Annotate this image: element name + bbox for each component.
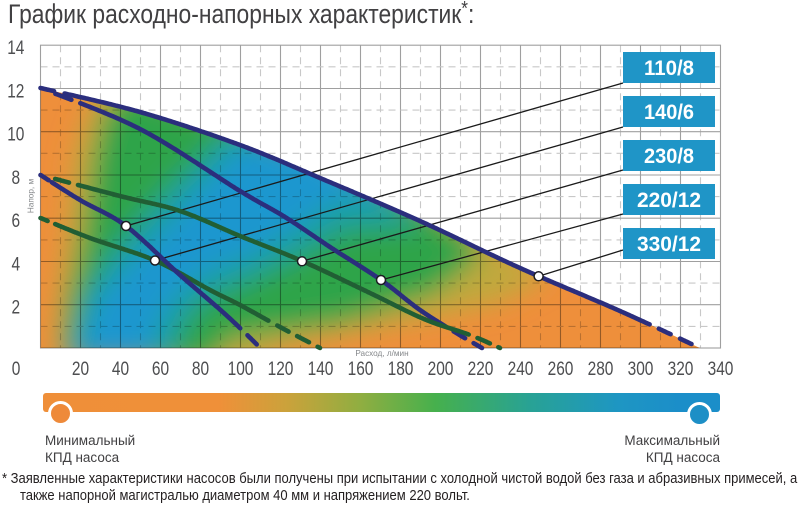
svg-text:120: 120 [268, 359, 294, 380]
svg-text:330/12: 330/12 [637, 233, 701, 256]
svg-text:100: 100 [228, 359, 254, 380]
svg-text:180: 180 [388, 359, 414, 380]
svg-text:14: 14 [7, 38, 24, 59]
svg-text:260: 260 [548, 359, 574, 380]
svg-text:280: 280 [588, 359, 614, 380]
svg-text:340: 340 [708, 359, 734, 380]
svg-text:12: 12 [7, 82, 24, 103]
svg-text:20: 20 [72, 359, 89, 380]
svg-text:10: 10 [7, 125, 24, 146]
svg-text:220/12: 220/12 [637, 189, 701, 212]
svg-text:160: 160 [348, 359, 374, 380]
svg-text:320: 320 [668, 359, 694, 380]
svg-text:0: 0 [12, 359, 21, 380]
svg-text:80: 80 [192, 359, 209, 380]
svg-text:8: 8 [12, 168, 21, 189]
svg-text:40: 40 [112, 359, 129, 380]
svg-text:60: 60 [152, 359, 169, 380]
svg-text:300: 300 [628, 359, 654, 380]
svg-text:140/6: 140/6 [644, 101, 694, 124]
svg-text:2: 2 [12, 298, 21, 319]
svg-text:4: 4 [12, 255, 21, 276]
svg-text:6: 6 [12, 211, 21, 232]
svg-text:140: 140 [308, 359, 334, 380]
svg-text:110/8: 110/8 [644, 57, 694, 80]
svg-text:Напор, м: Напор, м [27, 179, 36, 214]
svg-text:Расход, л/мин: Расход, л/мин [355, 349, 408, 358]
svg-text:240: 240 [508, 359, 534, 380]
svg-text:230/8: 230/8 [644, 145, 694, 168]
svg-text:220: 220 [468, 359, 494, 380]
svg-text:200: 200 [428, 359, 454, 380]
